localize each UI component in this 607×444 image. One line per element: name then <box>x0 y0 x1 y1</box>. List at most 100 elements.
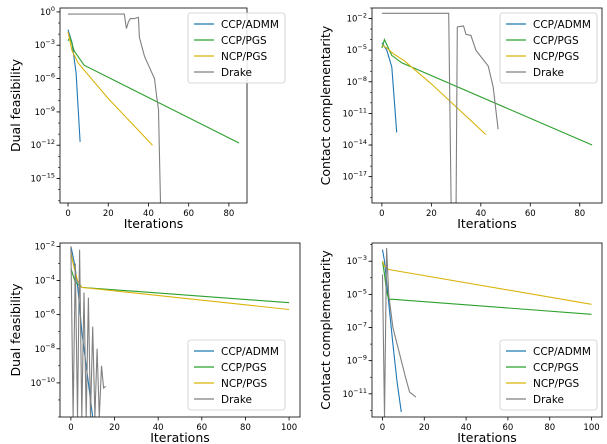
legend-label: CCP/ADMM <box>221 346 279 358</box>
series-line-ncp-pgs <box>70 251 290 311</box>
y-axis-label: Contact complementarity <box>318 250 333 410</box>
y-tick-label: 10−17 <box>342 170 367 183</box>
series-line-ccp-pgs <box>381 38 593 146</box>
y-tick-label: 10−8 <box>35 342 55 355</box>
legend: CCP/ADMM CCP/PGS NCP/PGS Drake <box>187 339 286 411</box>
x-tick-label: 0 <box>65 209 70 219</box>
y-tick-label: 10−3 <box>347 254 367 267</box>
y-tick-label: 10−5 <box>347 43 367 56</box>
series-group <box>67 13 240 203</box>
y-tick-label: 10−3 <box>35 38 55 51</box>
y-tick-label: 10−6 <box>35 72 55 85</box>
x-axis-label: Iterations <box>150 430 210 444</box>
x-tick-label: 20 <box>103 209 114 219</box>
legend-label: NCP/PGS <box>533 378 580 390</box>
x-tick-label: 0 <box>68 423 73 433</box>
y-tick-label: 10−11 <box>342 387 367 400</box>
x-tick-label: 20 <box>426 209 437 219</box>
legend-label: CCP/PGS <box>221 362 267 374</box>
x-tick-label: 40 <box>143 209 154 219</box>
series-line-drake <box>68 13 163 203</box>
x-tick-label: 80 <box>223 209 234 219</box>
series-line-ncp-pgs <box>67 31 153 146</box>
x-tick-label: 100 <box>583 423 599 433</box>
legend-box <box>499 12 598 84</box>
y-tick-label: 10−9 <box>347 354 367 367</box>
x-tick-label: 80 <box>544 423 555 433</box>
series-line-ccp-pgs <box>381 261 592 315</box>
legend-label: Drake <box>221 394 252 406</box>
x-tick-label: 60 <box>183 209 194 219</box>
x-tick-label: 80 <box>574 209 585 219</box>
y-tick-label: 10−2 <box>347 12 367 25</box>
legend: CCP/ADMM CCP/PGS NCP/PGS Drake <box>499 12 598 84</box>
chart-panel-1: 0 20 40 60 80 100 10−3 10−6 10−9 10−12 10−15 Iterat… <box>8 5 286 231</box>
series-group <box>381 247 592 417</box>
y-axis-label: Contact complementarity <box>318 25 333 185</box>
series-line-ncp-pgs <box>381 260 592 305</box>
series-group <box>70 246 290 417</box>
legend-label: NCP/PGS <box>221 51 268 63</box>
series-group <box>381 12 593 203</box>
series-line-ccp-admm <box>70 246 94 417</box>
legend-box <box>499 339 598 411</box>
y-tick-label: 10−10 <box>30 376 55 389</box>
y-axis-label: Dual feasibility <box>8 58 23 152</box>
legend-label: CCP/ADMM <box>221 19 279 31</box>
legend-label: NCP/PGS <box>221 378 268 390</box>
y-tick-label: 10−6 <box>35 308 55 321</box>
y-tick-label: 10−11 <box>342 106 367 119</box>
series-line-drake <box>381 12 499 203</box>
chart-panel-4: 0 20 40 60 80 100 10−3 10−5 10−7 10−9 10−11 Iterati… <box>318 242 603 444</box>
legend: CCP/ADMM CCP/PGS NCP/PGS Drake <box>499 339 598 411</box>
plot-frame <box>59 7 248 204</box>
series-line-ncp-pgs <box>381 44 487 135</box>
series-line-drake <box>381 247 417 417</box>
x-tick-label: 20 <box>419 423 430 433</box>
x-tick-label: 0 <box>380 423 385 433</box>
plot-frame <box>59 242 301 418</box>
series-line-ccp-admm <box>381 249 402 413</box>
legend-label: CCP/PGS <box>221 35 267 47</box>
x-tick-label: 0 <box>379 209 384 219</box>
x-tick-label: 60 <box>502 423 513 433</box>
series-line-drake <box>70 246 107 417</box>
plot-frame <box>371 7 603 204</box>
y-tick-label: 10−15 <box>30 172 55 185</box>
y-tick-label: 10−9 <box>35 105 55 118</box>
plot-frame <box>371 242 603 418</box>
x-axis-label: Iterations <box>457 216 517 231</box>
chart-panel-3: 0 20 40 60 80 100 10−2 10−4 10−6 10−8 10−10 Iterati… <box>8 239 301 444</box>
legend-label: Drake <box>533 67 564 79</box>
y-tick-label: 10−5 <box>347 287 367 300</box>
chart-panel-2: 0 20 40 60 80 10−2 10−5 10−8 10−11 10−14 10−17 Iter… <box>318 7 603 231</box>
legend: CCP/ADMM CCP/PGS NCP/PGS Drake <box>187 12 286 84</box>
y-tick-label: 10−12 <box>30 138 55 151</box>
legend-label: CCP/ADMM <box>533 19 591 31</box>
x-tick-label: 100 <box>281 423 297 433</box>
x-tick-label: 60 <box>196 423 207 433</box>
legend-box <box>187 12 286 84</box>
x-tick-label: 60 <box>525 209 536 219</box>
x-axis-label: Iterations <box>124 216 184 231</box>
legend-label: CCP/PGS <box>533 35 579 47</box>
series-line-ccp-pgs <box>70 268 290 304</box>
x-tick-label: 40 <box>153 423 164 433</box>
x-tick-label: 80 <box>240 423 251 433</box>
y-tick-label: 10−2 <box>35 239 55 252</box>
legend-label: CCP/ADMM <box>533 346 591 358</box>
y-tick-label: 100 <box>40 5 55 18</box>
y-tick-label: 10−7 <box>347 321 367 334</box>
y-axis-label: Dual feasibility <box>8 283 23 377</box>
legend-label: Drake <box>533 394 564 406</box>
legend-label: NCP/PGS <box>533 51 580 63</box>
y-tick-label: 10−4 <box>35 274 55 287</box>
series-line-ccp-admm <box>67 29 81 142</box>
x-axis-label: Iterations <box>457 430 517 444</box>
x-tick-label: 40 <box>461 423 472 433</box>
y-tick-label: 10−8 <box>347 75 367 88</box>
legend-box <box>187 339 286 411</box>
x-tick-label: 40 <box>475 209 486 219</box>
y-tick-label: 10−14 <box>342 138 367 151</box>
